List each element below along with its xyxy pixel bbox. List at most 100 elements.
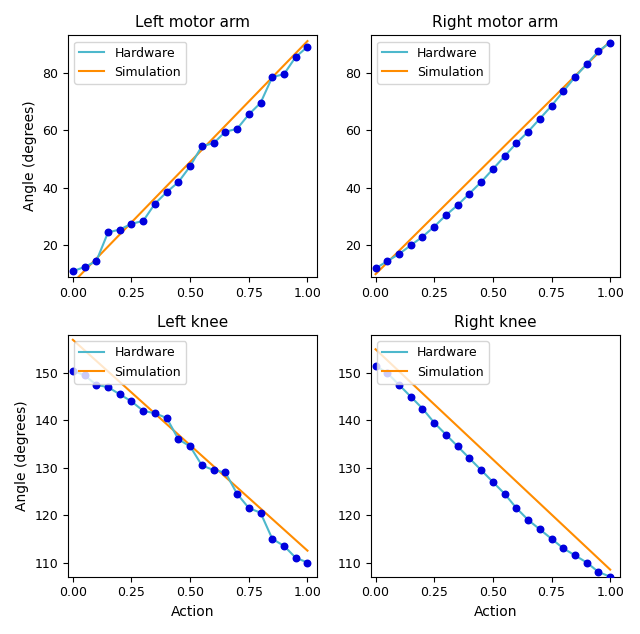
Point [103,382,113,392]
Hardware [69,367,77,375]
Hardware [454,443,461,450]
Point [464,453,474,463]
Point [279,541,289,551]
Point [302,557,312,567]
Point [150,198,160,209]
Point [394,249,404,259]
Hardware [151,200,159,207]
Point [534,113,545,124]
Hardware [595,568,602,576]
Hardware [395,381,403,389]
Point [302,42,312,52]
Point [291,52,301,62]
Point [115,389,125,399]
Point [185,161,195,171]
Point [476,177,486,187]
Point [126,396,136,406]
Hardware [221,469,229,476]
Point [429,418,439,428]
Hardware [465,455,473,462]
Hardware [140,407,147,415]
Point [279,69,289,79]
Hardware [559,545,567,552]
Hardware [383,257,391,265]
Hardware [151,410,159,417]
Legend: Hardware, Simulation: Hardware, Simulation [377,341,489,384]
Point [417,403,428,413]
Hardware [595,48,602,55]
Point [382,256,392,266]
Point [441,210,451,220]
Hardware [163,414,170,422]
Hardware [407,393,415,401]
Point [582,59,592,69]
Point [232,489,242,499]
Point [511,138,522,148]
Hardware [221,128,229,136]
Title: Right motor arm: Right motor arm [432,15,559,30]
Point [441,429,451,439]
Hardware [536,526,543,533]
Hardware [442,430,450,438]
Point [161,187,172,197]
Title: Left motor arm: Left motor arm [135,15,250,30]
Line: Hardware: Hardware [376,42,610,268]
Point [371,263,381,273]
Hardware [268,535,276,543]
Point [452,441,463,451]
Point [244,503,254,513]
Y-axis label: Angle (degrees): Angle (degrees) [15,401,29,511]
Hardware [500,152,508,160]
Hardware [175,436,182,443]
Hardware [524,516,532,524]
Point [499,151,509,161]
Hardware [477,466,485,474]
Legend: Hardware, Simulation: Hardware, Simulation [377,42,489,84]
Point [196,460,207,470]
Hardware [524,128,532,136]
Hardware [127,398,135,405]
X-axis label: Action: Action [474,605,517,619]
Hardware [465,190,473,197]
Line: Hardware: Hardware [376,366,610,577]
Point [291,553,301,563]
Hardware [571,74,579,81]
Point [406,392,416,402]
Point [68,266,78,276]
Hardware [245,111,253,119]
Hardware [186,443,194,450]
Point [429,221,439,231]
Hardware [442,211,450,219]
Point [523,127,533,137]
Hardware [280,70,288,78]
Legend: Hardware, Simulation: Hardware, Simulation [74,341,186,384]
Hardware [92,381,100,389]
Point [91,380,101,390]
Hardware [430,419,438,427]
X-axis label: Action: Action [171,605,214,619]
Point [255,98,266,108]
Point [138,216,148,226]
Hardware [163,188,170,196]
Hardware [233,125,241,133]
Hardware [372,264,380,272]
Hardware [419,404,426,412]
Hardware [81,372,88,379]
Point [371,361,381,371]
Hardware [292,53,300,61]
Point [534,524,545,534]
Point [103,228,113,238]
Hardware [548,102,556,110]
Hardware [186,162,194,170]
Hardware [257,99,264,107]
Point [452,200,463,210]
Point [79,262,90,272]
Line: Hardware: Hardware [73,47,307,271]
Point [220,127,230,137]
Hardware [81,263,88,271]
Point [161,413,172,423]
Point [244,110,254,120]
Hardware [104,384,112,391]
Point [382,368,392,378]
Point [547,534,557,544]
